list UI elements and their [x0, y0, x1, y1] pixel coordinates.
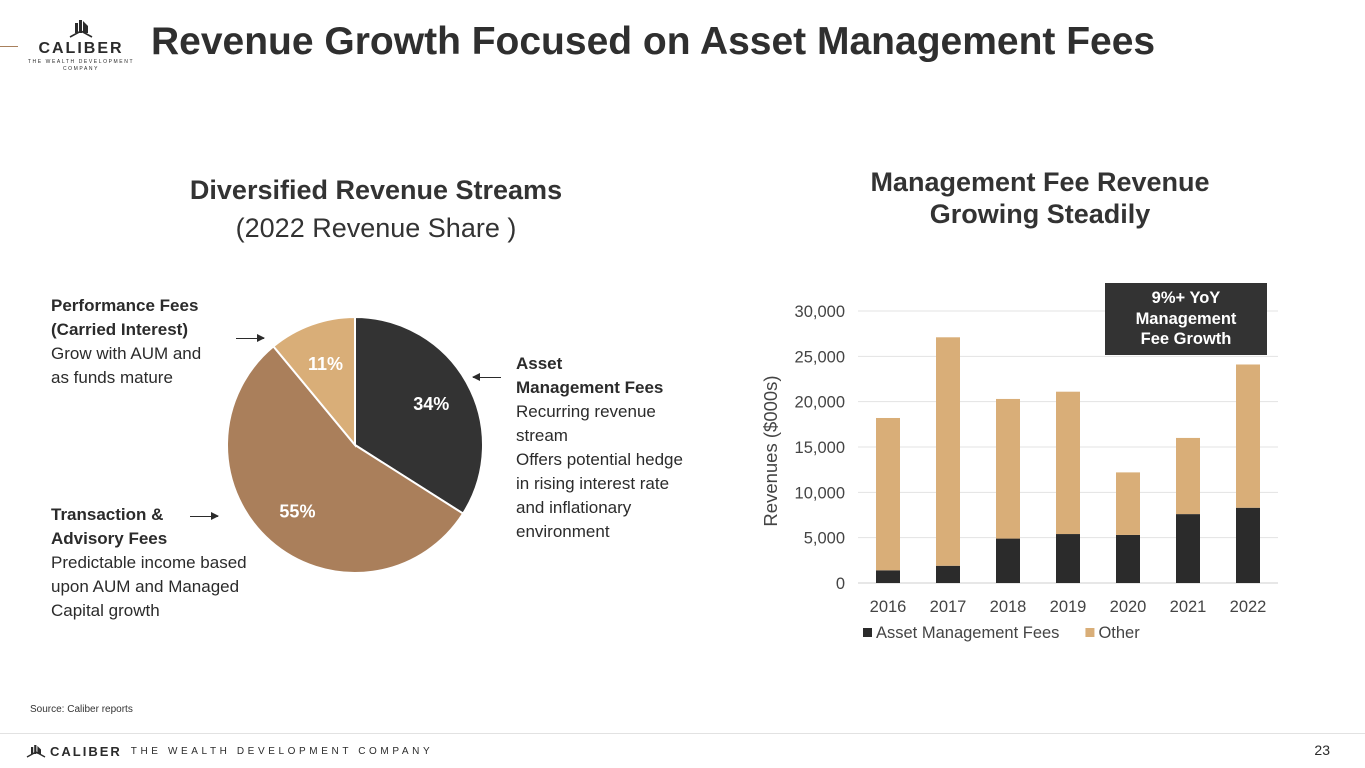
- callout-line-2: Management: [1135, 309, 1237, 328]
- bar-other-2016: [876, 417, 900, 571]
- asset-management-text-4: in rising interest rate: [516, 474, 670, 493]
- transaction-fees-text-2: upon AUM and Managed: [51, 577, 240, 596]
- transaction-fees-heading: Transaction &: [51, 505, 164, 524]
- asset-management-text-1: Recurring revenue: [516, 402, 656, 421]
- legend-label-1: Asset Management Fees: [876, 624, 1059, 642]
- y-tick-label: 25,000: [795, 348, 845, 366]
- legend-label-2: Other: [1098, 624, 1140, 642]
- asset-management-text-2: stream: [516, 426, 568, 445]
- asset-management-arrow-icon: [472, 373, 501, 381]
- y-axis-label: Revenues ($000s): [760, 375, 781, 526]
- footer-logo-icon: [26, 745, 46, 758]
- asset-management-heading: Asset: [516, 354, 563, 373]
- pie-slice-3: [272, 315, 356, 448]
- pie-slice-label-2: 55%: [279, 501, 315, 521]
- transaction-fees-text-1: Predictable income based: [51, 553, 247, 572]
- footer-brand-bar: CALIBER THE WEALTH DEVELOPMENT COMPANY: [26, 742, 433, 760]
- building-logo-icon: [69, 20, 93, 38]
- bar-other-2021: [1176, 437, 1200, 515]
- bar-section-title-line2: Growing Steadily: [929, 199, 1151, 229]
- x-tick-label: 2022: [1230, 598, 1267, 616]
- asset-management-text-6: environment: [516, 522, 610, 541]
- x-tick-label: 2021: [1170, 598, 1207, 616]
- legend-swatch-2: [1085, 628, 1095, 637]
- bar-asset-mgmt-2020: [1116, 534, 1140, 583]
- transaction-fees-arrow-icon: [190, 512, 219, 520]
- callout-line-1: 9%+ YoY: [1151, 289, 1221, 307]
- pie-slice-label-1: 34%: [413, 394, 449, 414]
- bar-other-2020: [1116, 472, 1140, 535]
- bar-asset-mgmt-2019: [1056, 534, 1080, 583]
- footer-tagline: THE WEALTH DEVELOPMENT COMPANY: [130, 745, 434, 757]
- asset-management-text-5: and inflationary: [516, 498, 632, 517]
- asset-management-subheading: Management Fees: [516, 378, 664, 397]
- bar-other-2022: [1236, 364, 1260, 508]
- performance-fees-heading: Performance Fees: [51, 296, 199, 315]
- logo-tagline-line2: COMPANY: [62, 66, 100, 72]
- transaction-fees-text-3: Capital growth: [51, 601, 160, 620]
- bar-other-2018: [996, 398, 1020, 539]
- legend-swatch-1: [863, 628, 872, 637]
- transaction-fees-annotation: Transaction & Advisory Fees Predictable …: [51, 503, 247, 623]
- x-tick-label: 2019: [1050, 598, 1087, 616]
- logo-wordmark: CALIBER: [38, 40, 124, 57]
- y-tick-label: 30,000: [795, 303, 845, 321]
- y-tick-label: 5,000: [804, 530, 845, 548]
- performance-fees-text-1: Grow with AUM and: [51, 344, 202, 363]
- management-fee-bar-chart: 0 5,000 10,000 15,000 20,000 25,000 30,000 Reve…: [760, 303, 1278, 642]
- pie-section-subtitle: (2022 Revenue Share ): [235, 213, 517, 243]
- x-tick-label: 2016: [870, 598, 907, 616]
- y-tick-label: 0: [836, 575, 845, 593]
- bar-asset-mgmt-2021: [1176, 514, 1200, 583]
- bar-asset-mgmt-2022: [1236, 507, 1260, 583]
- logo-tagline: THE WEALTH DEVELOPMENT COMPANY: [22, 59, 140, 73]
- x-tick-label: 2017: [930, 598, 967, 616]
- asset-management-annotation: Asset Management Fees Recurring revenue …: [516, 352, 683, 544]
- y-tick-label: 15,000: [795, 439, 845, 457]
- transaction-fees-subheading: Advisory Fees: [51, 529, 168, 548]
- bar-section-title-line1: Management Fee Revenue: [870, 167, 1210, 197]
- performance-fees-text-2: as funds mature: [51, 368, 173, 387]
- pie-section-title: Diversified Revenue Streams: [189, 175, 563, 205]
- footer-divider: [0, 733, 1365, 734]
- bar-asset-mgmt-2018: [996, 538, 1020, 583]
- source-note: Source: Caliber reports: [30, 704, 133, 715]
- header-accent-line: [0, 46, 18, 47]
- performance-fees-subheading: (Carried Interest): [51, 320, 188, 339]
- bar-other-2019: [1056, 391, 1080, 535]
- revenue-share-pie-chart: 34% 55% 11%: [226, 315, 484, 574]
- performance-fees-arrow-icon: [236, 334, 265, 342]
- x-tick-label: 2020: [1110, 598, 1147, 616]
- y-tick-label: 10,000: [795, 484, 845, 502]
- bar-other-2017: [936, 337, 960, 566]
- yoy-growth-callout: 9%+ YoY Management Fee Growth: [1105, 283, 1267, 355]
- performance-fees-annotation: Performance Fees (Carried Interest) Grow…: [51, 294, 201, 390]
- y-tick-label: 20,000: [795, 394, 845, 412]
- caliber-logo: CALIBER THE WEALTH DEVELOPMENT COMPANY: [22, 18, 140, 74]
- pie-slice-2: [226, 344, 465, 574]
- bar-asset-mgmt-2016: [876, 570, 900, 583]
- asset-management-text-3: Offers potential hedge: [516, 450, 683, 469]
- footer-brand-name: CALIBER: [50, 743, 122, 759]
- logo-tagline-line1: THE WEALTH DEVELOPMENT: [27, 59, 135, 65]
- pie-slice-label-3: 11%: [308, 354, 343, 374]
- page-number: 23: [1314, 742, 1330, 758]
- x-tick-label: 2018: [990, 598, 1027, 616]
- page-title: Revenue Growth Focused on Asset Manageme…: [151, 20, 1156, 63]
- bar-asset-mgmt-2017: [936, 565, 960, 583]
- callout-line-3: Fee Growth: [1140, 330, 1232, 348]
